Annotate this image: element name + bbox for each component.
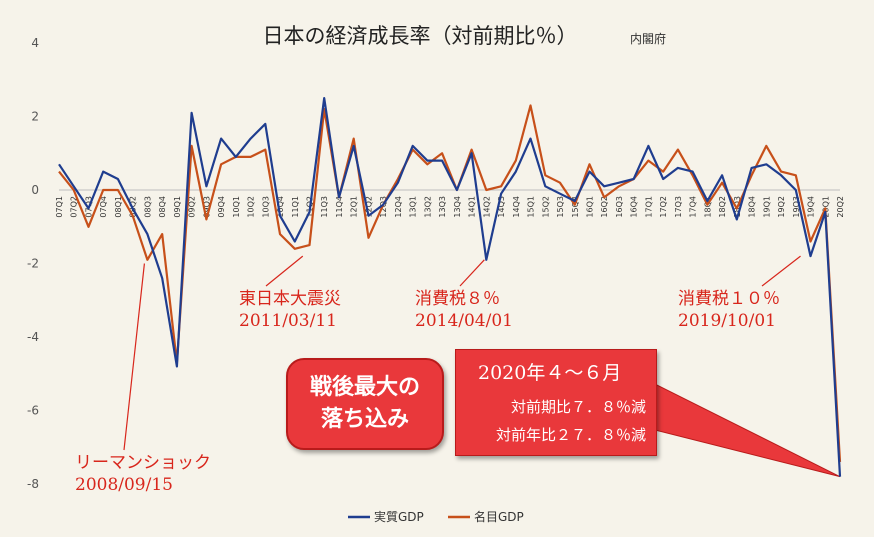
earthquake-pointer — [265, 255, 304, 287]
x-tick-label: 07Q2 — [70, 196, 79, 218]
x-tick-label: 08Q2 — [129, 196, 138, 218]
legend-label: 名目GDP — [474, 509, 524, 524]
x-tick-label: 20Q1 — [821, 196, 830, 218]
x-tick-label: 15Q3 — [556, 196, 565, 218]
x-tick-label: 19Q4 — [807, 196, 816, 218]
y-tick-label: 2 — [31, 110, 39, 124]
tax8-annotation: 消費税８％ 2014/04/01 — [415, 288, 513, 332]
y-tick-label: -2 — [27, 257, 39, 271]
x-tick-label: 17Q4 — [689, 196, 698, 218]
earthquake-label: 東日本大震災 — [239, 289, 341, 309]
x-tick-label: 19Q3 — [792, 196, 801, 218]
x-tick-label: 13Q2 — [423, 196, 432, 218]
legend-label: 実質GDP — [374, 509, 424, 524]
x-tick-label: 15Q2 — [541, 196, 550, 218]
x-tick-label: 16Q1 — [585, 196, 594, 218]
x-tick-label: 14Q3 — [497, 196, 506, 218]
earthquake-date: 2011/03/11 — [239, 311, 337, 331]
x-tick-label: 19Q1 — [762, 196, 771, 218]
x-tick-label: 11Q1 — [291, 196, 300, 218]
x-tick-label: 09Q4 — [217, 196, 226, 218]
x-tick-label: 14Q4 — [512, 196, 521, 218]
x-tick-label: 10Q4 — [276, 196, 285, 218]
x-tick-label: 17Q3 — [674, 196, 683, 218]
x-tick-label: 14Q2 — [482, 196, 491, 218]
tax8-label: 消費税８％ — [415, 289, 500, 309]
x-tick-label: 10Q1 — [232, 196, 241, 218]
x-tick-label: 10Q2 — [247, 196, 256, 218]
lehman-label: リーマンショック — [75, 453, 211, 473]
y-tick-label: 0 — [31, 183, 39, 197]
record-drop-line2: 落ち込み — [320, 407, 409, 432]
tax8-date: 2014/04/01 — [415, 311, 513, 331]
y-tick-label: -8 — [27, 477, 39, 491]
x-tick-label: 19Q2 — [777, 196, 786, 218]
x-tick-label: 18Q2 — [718, 196, 727, 218]
tax10-date: 2019/10/01 — [678, 311, 776, 331]
x-tick-label: 18Q1 — [703, 196, 712, 218]
x-tick-label: 08Q3 — [143, 196, 152, 218]
y-tick-label: -6 — [27, 404, 39, 418]
x-tick-label: 07Q1 — [55, 196, 64, 218]
tax10-annotation: 消費税１０％ 2019/10/01 — [678, 288, 780, 332]
x-tick-label: 20Q2 — [836, 196, 845, 218]
x-tick-label: 16Q2 — [600, 196, 609, 218]
callout-qoq: 対前期比７．８％減 — [510, 398, 646, 416]
lehman-pointer — [123, 263, 146, 451]
x-tick-label: 16Q4 — [630, 196, 639, 218]
x-tick-label: 12Q1 — [350, 196, 359, 218]
record-drop-line1: 戦後最大の — [309, 375, 420, 400]
tax10-label: 消費税１０％ — [678, 289, 780, 309]
x-tick-label: 12Q4 — [394, 196, 403, 218]
x-tick-label: 08Q4 — [158, 196, 167, 218]
x-tick-label: 18Q4 — [748, 196, 757, 218]
callout-pointer — [654, 383, 841, 478]
earthquake-annotation: 東日本大震災 2011/03/11 — [239, 288, 341, 332]
x-tick-label: 12Q3 — [379, 196, 388, 218]
tax10-pointer — [761, 255, 801, 287]
x-tick-label: 09Q2 — [188, 196, 197, 218]
lehman-annotation: リーマンショック 2008/09/15 — [75, 452, 211, 496]
record-drop-badge: 戦後最大の 落ち込み — [286, 358, 444, 450]
chart-source: 内閣府 — [630, 31, 666, 46]
x-tick-label: 11Q4 — [335, 196, 344, 218]
x-tick-label: 14Q1 — [468, 196, 477, 218]
x-tick-label: 10Q3 — [261, 196, 270, 218]
q2-2020-callout: 2020年４～６月 対前期比７．８％減 対前年比２７．８％減 — [455, 349, 657, 456]
x-tick-label: 13Q4 — [453, 196, 462, 218]
lehman-date: 2008/09/15 — [75, 475, 173, 495]
callout-title: 2020年４～６月 — [478, 362, 622, 384]
x-tick-label: 16Q3 — [615, 196, 624, 218]
series-line-real-gdp — [58, 96, 842, 477]
x-tick-label: 17Q1 — [644, 196, 653, 218]
tax8-pointer — [459, 259, 485, 287]
y-tick-label: 4 — [31, 36, 39, 50]
x-tick-label: 07Q4 — [99, 196, 108, 218]
x-tick-label: 12Q2 — [364, 196, 373, 218]
x-tick-label: 09Q3 — [202, 196, 211, 218]
y-tick-label: -4 — [27, 330, 39, 344]
x-tick-label: 11Q3 — [320, 196, 329, 218]
x-tick-label: 09Q1 — [173, 196, 182, 218]
x-tick-label: 17Q2 — [659, 196, 668, 218]
callout-yoy: 対前年比２７．８％減 — [495, 426, 646, 444]
series-line-nominal-gdp — [58, 104, 842, 463]
x-tick-label: 13Q3 — [438, 196, 447, 218]
x-tick-label: 13Q1 — [409, 196, 418, 218]
x-tick-label: 08Q1 — [114, 196, 123, 218]
chart-title: 日本の経済成長率（対前期比％） — [263, 24, 578, 48]
x-tick-label: 15Q1 — [527, 196, 536, 218]
x-tick-label: 15Q4 — [571, 196, 580, 218]
